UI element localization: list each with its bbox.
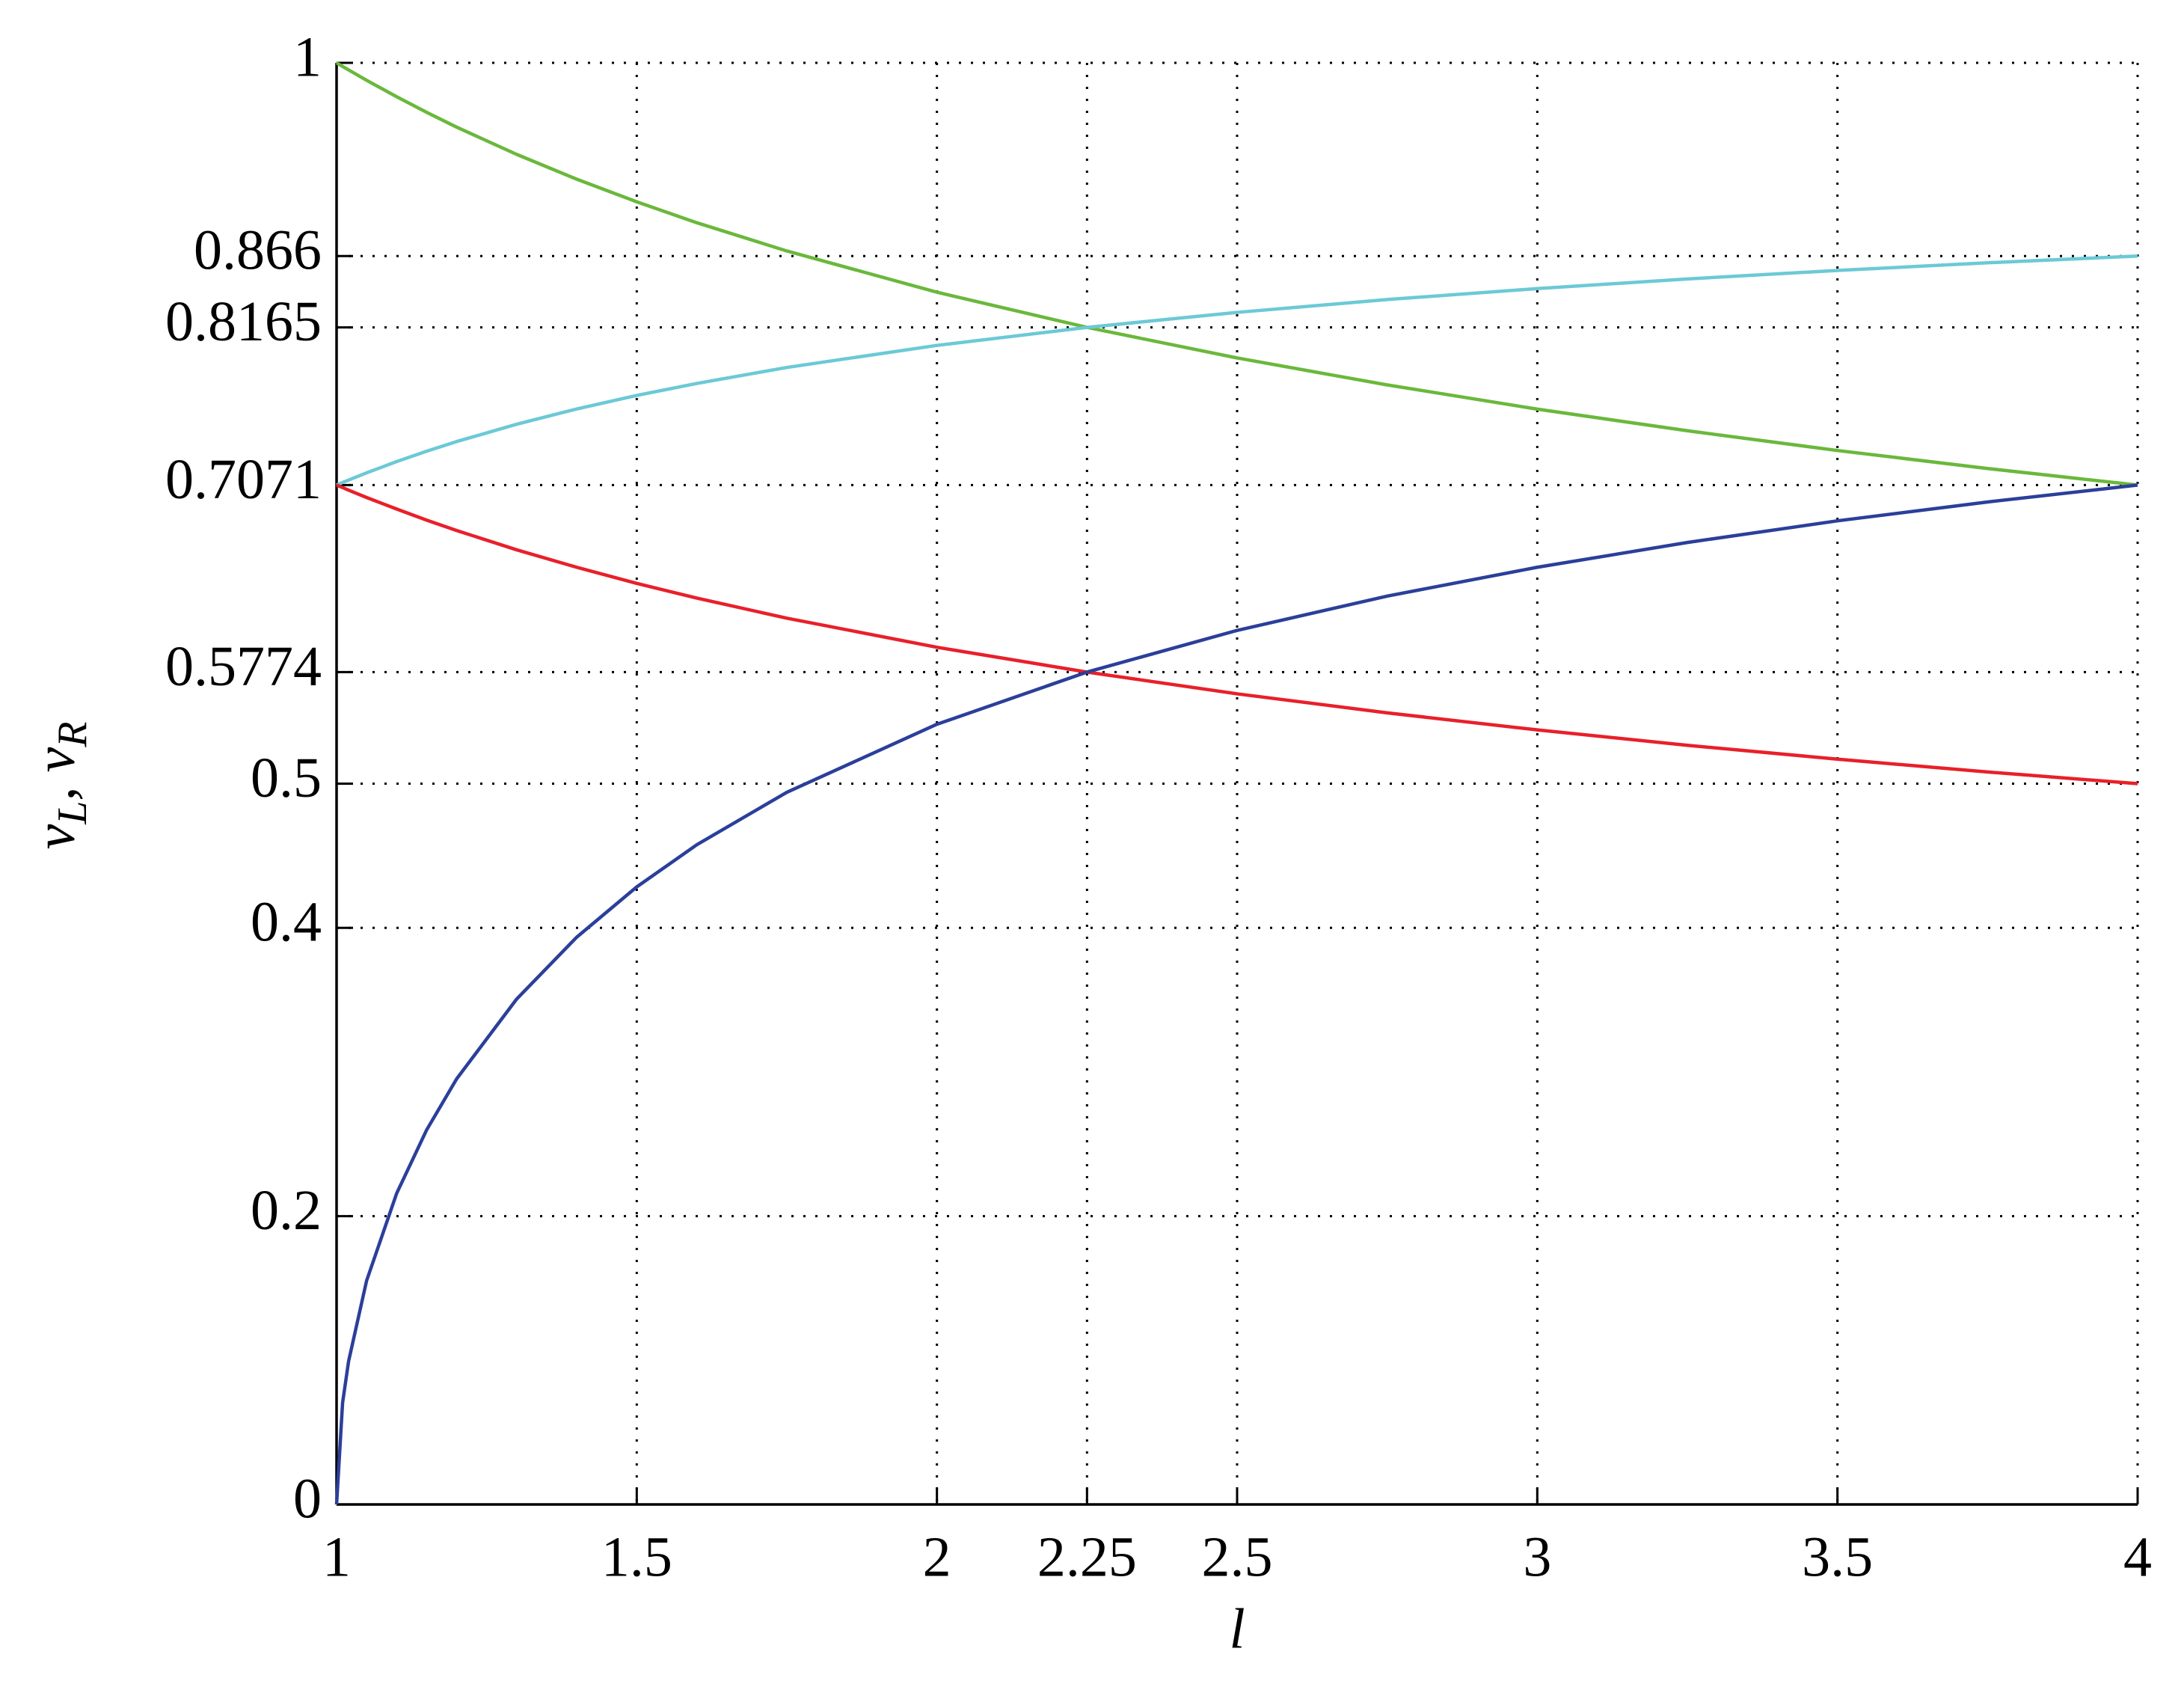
- x-tick-label: 3: [1523, 1525, 1551, 1588]
- data-line: [335, 61, 2138, 487]
- data-line: [334, 483, 2138, 1505]
- y-axis-label-subscript: R: [49, 722, 96, 748]
- x-tick-label: 2: [923, 1525, 951, 1588]
- y-tick-label: 0.5774: [165, 635, 322, 698]
- y-axis-label: vL, vR: [24, 722, 95, 850]
- x-tick-label: 3.5: [1802, 1525, 1873, 1588]
- y-tick-label: 0.7071: [165, 448, 322, 511]
- y-axis-label-subscript: L: [49, 801, 96, 825]
- x-tick-label: 2.25: [1037, 1525, 1137, 1588]
- y-tick-label: 0.866: [194, 219, 322, 282]
- x-axis-label: l: [1229, 1597, 1245, 1660]
- y-tick-label: 0.5: [251, 747, 322, 809]
- y-tick-label: 1: [293, 25, 322, 88]
- x-tick-label: 2.5: [1202, 1525, 1273, 1588]
- y-tick-label: 0: [293, 1467, 322, 1530]
- y-tick-label: 0.2: [251, 1179, 322, 1242]
- x-tick-label: 1: [322, 1525, 351, 1588]
- data-line: [336, 254, 2138, 487]
- y-axis-label-part: v: [24, 824, 87, 849]
- y-tick-label: 0.4: [251, 891, 322, 954]
- x-tick-label: 1.5: [601, 1525, 672, 1588]
- x-tick-label: 4: [2123, 1525, 2152, 1588]
- data-line: [336, 483, 2138, 786]
- y-axis-label-part: , v: [24, 747, 87, 801]
- y-tick-label: 0.8165: [165, 290, 322, 353]
